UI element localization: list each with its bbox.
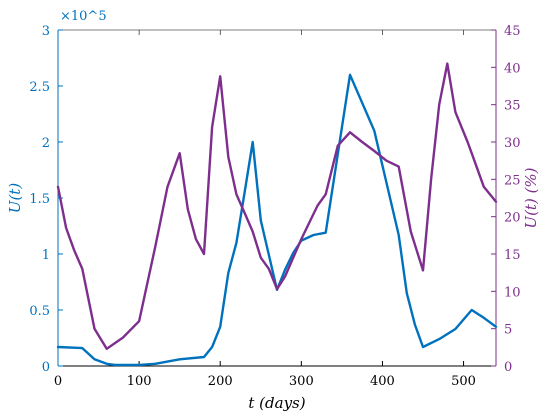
x-tick-label: 500	[451, 374, 476, 389]
left-y-tick-label: 0	[42, 360, 50, 375]
right-y-tick-label: 40	[504, 61, 521, 76]
left-y-tick-label: 0.5	[29, 304, 50, 319]
x-tick-label: 400	[370, 374, 395, 389]
right-y-tick-label: 35	[504, 99, 521, 114]
right-y-axis: 0 5 10 15 20 25 30 35 40 45	[491, 24, 521, 375]
right-y-tick-label: 10	[504, 285, 521, 300]
left-y-axis: 0 0.5 1 1.5 2 2.5 3	[29, 24, 63, 375]
x-tick-label: 200	[208, 374, 233, 389]
x-tick-label: 100	[127, 374, 152, 389]
right-y-tick-label: 15	[504, 248, 521, 263]
right-y-tick-label: 45	[504, 24, 521, 39]
left-y-tick-label: 3	[42, 24, 50, 39]
series-layer	[56, 62, 498, 367]
right-y-tick-label: 0	[504, 360, 512, 375]
series-line-left-axis	[56, 73, 498, 367]
series-line-right-axis	[56, 62, 498, 350]
x-tick-label: 300	[289, 374, 314, 389]
right-y-tick-label: 25	[504, 173, 521, 188]
x-axis-title: t (days)	[248, 394, 305, 412]
left-y-tick-label: 1	[42, 248, 50, 263]
x-axis: 0 100 200 300 400 500	[54, 29, 496, 389]
right-y-tick-label: 30	[504, 136, 521, 151]
left-y-axis-title: U(t)	[6, 183, 24, 214]
left-y-tick-label: 2.5	[29, 80, 50, 95]
x-tick-label: 0	[54, 374, 62, 389]
right-y-tick-label: 20	[504, 211, 521, 226]
left-axis-exponent-label: ×10^5	[60, 9, 107, 24]
left-y-tick-label: 2	[42, 136, 50, 151]
right-y-tick-label: 5	[504, 323, 512, 338]
left-y-tick-label: 1.5	[29, 192, 50, 207]
right-y-axis-title: U(t) (%)	[522, 167, 540, 228]
